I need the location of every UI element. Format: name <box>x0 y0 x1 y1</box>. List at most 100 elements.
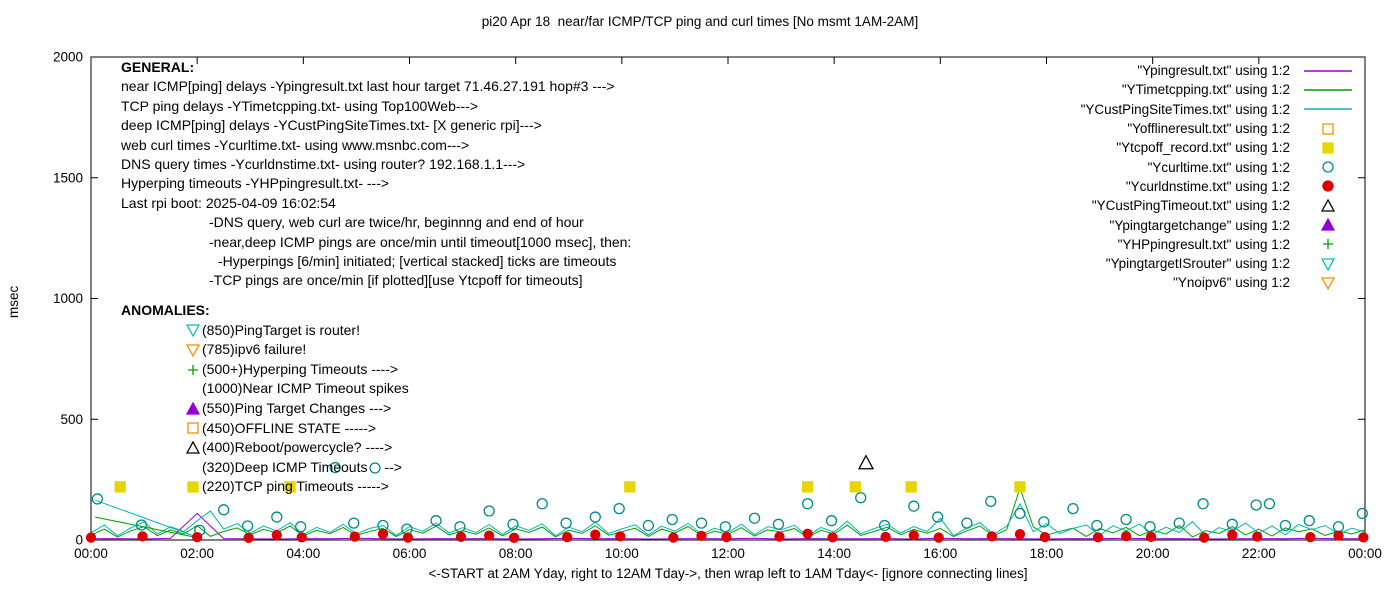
legend-label: "YHPpingresult.txt" using 1:2 <box>1117 236 1290 252</box>
anomaly-label: (500+)Hyperping Timeouts ----> <box>202 360 399 377</box>
legend-entry: "Ypingresult.txt" using 1:2 <box>1081 61 1356 80</box>
square-marker <box>1014 481 1026 493</box>
x-tick-label: 08:00 <box>499 546 533 561</box>
y-tick-label: 2000 <box>53 50 83 65</box>
circle-marker <box>1250 499 1262 511</box>
x-tick-label: 16:00 <box>923 546 957 561</box>
anomaly-label: (450)OFFLINE STATE -----> <box>202 419 377 436</box>
general-note: -DNS query, web curl are twice/hr, begin… <box>209 214 584 231</box>
triangle-up-icon <box>185 401 202 417</box>
series-points-YCustPingTimeout.txt <box>857 454 875 470</box>
circle-marker <box>1014 529 1026 540</box>
circle-marker <box>589 511 601 523</box>
anomalies-annotation-block: ANOMALIES: (850)PingTarget is router! (78… <box>121 301 409 497</box>
anomaly-label: (1000)Near ICMP Timeout spikes <box>202 380 409 397</box>
circle-marker <box>1039 531 1051 543</box>
circle-marker <box>1197 498 1209 510</box>
legend-sample-line <box>1300 63 1356 79</box>
legend-entry: "Ypingtargetchange" using 1:2 <box>1081 215 1356 234</box>
circle-marker <box>1333 530 1344 541</box>
circle-marker <box>613 502 625 515</box>
triangle-down-marker <box>185 324 201 338</box>
y-axis-label: msec <box>6 285 21 318</box>
anomalies-list: (850)PingTarget is router! (785)ipv6 fail… <box>185 321 409 497</box>
anomaly-item: (850)PingTarget is router! <box>185 321 409 341</box>
plus-marker <box>1323 239 1333 250</box>
y-tick-label: 1500 <box>53 170 83 185</box>
general-line: web curl times -Ycurltime.txt- using www… <box>121 136 470 153</box>
legend-entry: "Ycurltime.txt" using 1:2 <box>1081 157 1356 176</box>
circle-marker <box>1091 519 1103 532</box>
circle-marker <box>908 530 919 541</box>
circle-marker <box>855 492 867 504</box>
circle-marker <box>562 531 573 543</box>
square-marker <box>801 481 814 493</box>
circle-marker <box>296 532 307 543</box>
circle-marker <box>878 519 891 532</box>
circle-marker <box>666 513 678 526</box>
anomaly-label: (320)Deep ICMP Timeouts <box>202 458 368 475</box>
circle-marker <box>1145 531 1157 543</box>
circle-marker <box>719 521 731 533</box>
circle-marker <box>483 530 495 541</box>
circle-marker <box>1358 532 1369 543</box>
x-tick-label: 22:00 <box>1242 546 1276 561</box>
series-points-Ytcpoff_record.txt <box>114 481 1026 493</box>
legend-entry: "Ynoipv6" using 1:2 <box>1081 273 1356 292</box>
triangle-down-icon <box>185 342 202 358</box>
general-line: deep ICMP[ping] delays -YCustPingSiteTim… <box>121 117 542 134</box>
legend-label: "Ycurltime.txt" using 1:2 <box>1147 159 1290 175</box>
circle-marker <box>1226 518 1238 530</box>
circle-marker <box>271 511 283 523</box>
square-marker <box>114 481 126 493</box>
y-tick-label: 500 <box>60 412 83 427</box>
circle-marker <box>880 531 891 543</box>
series-points-Ycurltime.txt <box>91 461 1368 536</box>
plus-icon <box>185 362 202 378</box>
circle-marker <box>243 532 254 543</box>
square-icon <box>185 420 202 436</box>
legend-entry: "YTimetcpping.txt" using 1:2 <box>1081 80 1356 99</box>
circle-marker <box>1356 507 1368 520</box>
circle-icon <box>367 460 384 476</box>
circle-marker <box>1120 530 1132 542</box>
square-icon <box>185 479 202 495</box>
circle-marker <box>721 531 732 543</box>
circle-marker <box>1199 532 1210 543</box>
x-tick-label: 10:00 <box>605 546 639 561</box>
circle-marker <box>986 531 997 542</box>
anomaly-item: (400)Reboot/powercycle? ----> <box>185 438 409 458</box>
circle-marker <box>1144 521 1156 533</box>
legend-label: "Ytcpoff_record.txt" using 1:2 <box>1116 140 1290 156</box>
legend-sample-line <box>1300 101 1356 117</box>
circle-marker <box>774 531 785 542</box>
y-tick-label: 1000 <box>53 291 83 306</box>
series-line-connecting-line-tcp <box>95 516 200 539</box>
legend-entry: "YHPpingresult.txt" using 1:2 <box>1081 235 1356 254</box>
circle-marker <box>507 518 519 530</box>
legend-entry: "YCustPingSiteTimes.txt" using 1:2 <box>1081 100 1356 119</box>
circle-marker <box>192 531 203 543</box>
circle-marker <box>827 532 838 543</box>
x-tick-label: 00:00 <box>1348 546 1382 561</box>
legend-entry: "Ytcpoff_record.txt" using 1:2 <box>1081 138 1356 157</box>
legend-label: "YCustPingTimeout.txt" using 1:2 <box>1091 198 1290 214</box>
circle-marker <box>1120 513 1132 526</box>
legend-entry: "Yofflineresult.txt" using 1:2 <box>1081 119 1356 138</box>
circle-marker <box>454 521 466 533</box>
circle-marker <box>455 531 467 543</box>
general-notes: -DNS query, web curl are twice/hr, begin… <box>121 213 631 291</box>
triangle-up-marker <box>185 440 201 454</box>
x-tick-label: 06:00 <box>393 546 427 561</box>
circle-marker <box>218 504 230 516</box>
x-tick-label: 12:00 <box>711 546 745 561</box>
legend-label: "YTimetcpping.txt" using 1:2 <box>1121 82 1290 98</box>
circle-marker <box>1303 515 1315 527</box>
circle-marker <box>1305 531 1316 543</box>
legend-sample-triangle-up-icon <box>1300 217 1356 233</box>
legend-label: "Ypingresult.txt" using 1:2 <box>1137 63 1290 79</box>
circle-marker <box>1038 516 1050 528</box>
circle-marker <box>668 532 679 543</box>
circle-marker <box>642 519 655 532</box>
